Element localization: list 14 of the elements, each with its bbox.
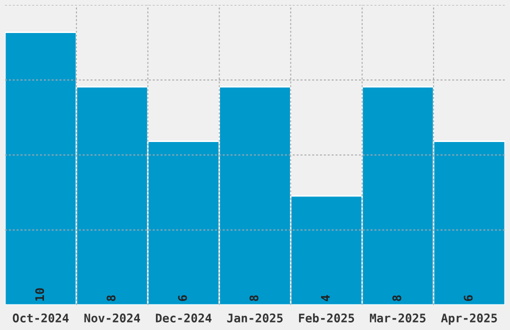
data-label: 10 (35, 288, 44, 301)
x-tick-label: Jan-2025 (227, 314, 283, 322)
x-tick-label: Feb-2025 (299, 313, 354, 322)
data-label: 8 (249, 295, 258, 301)
data-label: 8 (106, 295, 116, 301)
data-label: 6 (464, 295, 473, 301)
x-tick-label: Mar-2025 (370, 314, 426, 322)
data-label: 8 (392, 295, 402, 301)
x-tick-label: Dec-2024 (156, 314, 212, 322)
x-tick-label: Apr-2025 (441, 314, 497, 325)
data-label: 4 (321, 295, 330, 302)
x-tick-label: Nov-2024 (84, 314, 140, 322)
x-tick-label: Oct-2024 (12, 314, 69, 322)
data-label: 6 (178, 295, 188, 301)
